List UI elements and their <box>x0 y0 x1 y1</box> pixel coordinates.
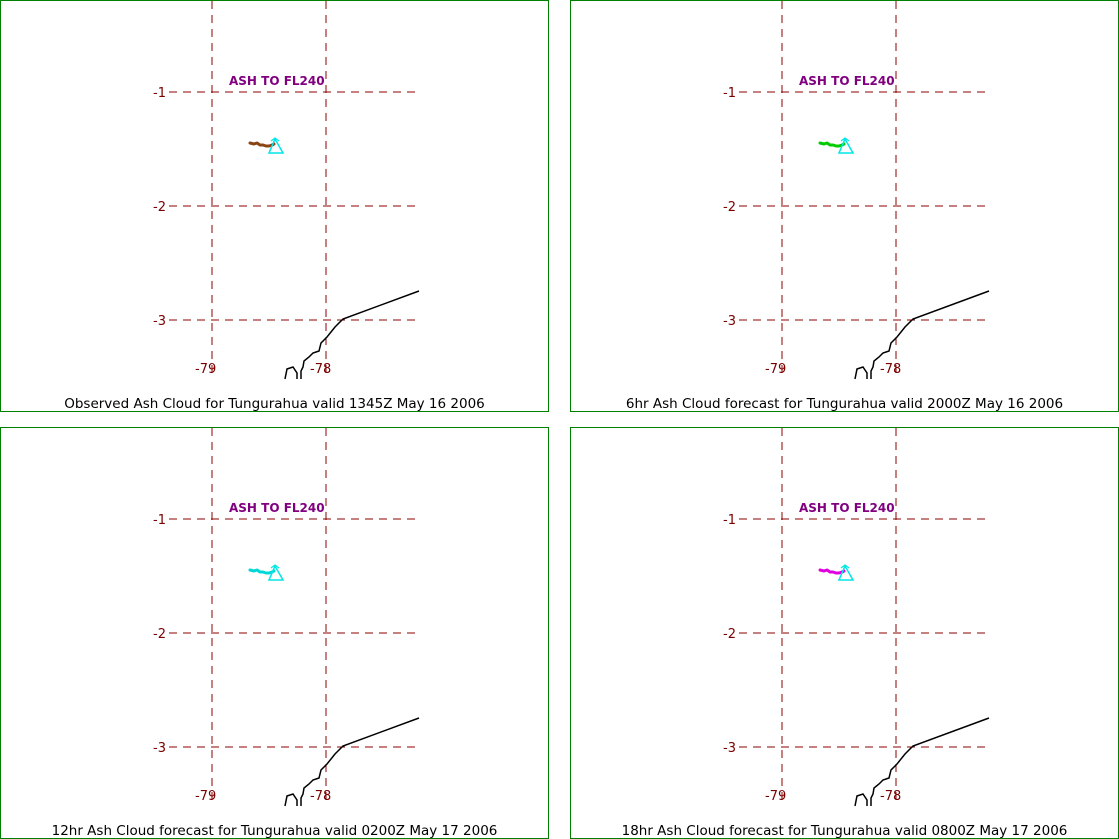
longitude-label: -78 <box>310 789 331 804</box>
latitude-label: -1 <box>723 513 736 528</box>
coastline <box>854 366 868 380</box>
volcano-marker-icon <box>837 564 855 581</box>
coastline <box>284 793 298 807</box>
volcano-marker-icon <box>270 564 280 569</box>
panel-caption: 12hr Ash Cloud forecast for Tungurahua v… <box>51 823 498 839</box>
latitude-label: -3 <box>153 741 166 756</box>
map-canvas: -1 -2 -3 -79 -78 ASH TO FL240 <box>153 1 420 380</box>
latitude-label: -1 <box>723 86 736 101</box>
volcano-marker-icon <box>270 137 280 142</box>
latitude-label: -2 <box>723 200 736 215</box>
ash-plume <box>248 141 276 148</box>
latitude-label: -1 <box>153 86 166 101</box>
longitude-label: -79 <box>765 362 786 377</box>
ash-plume <box>818 141 846 148</box>
map-canvas: -1 -2 -3 -79 -78 ASH TO FL240 <box>723 428 990 807</box>
map-panel: -1 -2 -3 -79 -78 ASH TO FL240 12hr Ash Cloud f… <box>0 427 549 839</box>
coastline <box>870 717 990 806</box>
longitude-label: -79 <box>195 789 216 804</box>
coastline <box>284 366 298 380</box>
latitude-label: -3 <box>153 314 166 329</box>
longitude-label: -79 <box>765 789 786 804</box>
latitude-label: -2 <box>153 627 166 642</box>
longitude-label: -78 <box>310 362 331 377</box>
volcano-marker-icon <box>267 137 285 154</box>
ash-plume <box>818 568 846 575</box>
ash-plume <box>248 568 276 575</box>
latitude-label: -3 <box>723 741 736 756</box>
map-panel: -1 -2 -3 -79 -78 ASH TO FL240 6hr Ash Cloud fo… <box>570 0 1119 412</box>
latitude-label: -3 <box>723 314 736 329</box>
panel-caption: Observed Ash Cloud for Tungurahua valid … <box>64 396 485 412</box>
map-panel: -1 -2 -3 -79 -78 ASH TO FL240 18hr Ash Cloud f… <box>570 427 1119 839</box>
coastline <box>300 717 420 806</box>
ash-altitude-label: ASH TO FL240 <box>799 501 895 515</box>
map-panel: -1 -2 -3 -79 -78 ASH TO FL240 Observed Ash Clo… <box>0 0 549 412</box>
panel-caption: 18hr Ash Cloud forecast for Tungurahua v… <box>621 823 1068 839</box>
volcano-marker-icon <box>840 564 850 569</box>
latitude-label: -1 <box>153 513 166 528</box>
longitude-label: -79 <box>195 362 216 377</box>
ash-altitude-label: ASH TO FL240 <box>229 74 325 88</box>
map-canvas: -1 -2 -3 -79 -78 ASH TO FL240 <box>153 428 420 807</box>
coastline <box>870 290 990 379</box>
latitude-label: -2 <box>723 627 736 642</box>
map-canvas: -1 -2 -3 -79 -78 ASH TO FL240 <box>723 1 990 380</box>
volcano-marker-icon <box>267 564 285 581</box>
longitude-label: -78 <box>880 362 901 377</box>
latitude-label: -2 <box>153 200 166 215</box>
coastline <box>854 793 868 807</box>
panel-caption: 6hr Ash Cloud forecast for Tungurahua va… <box>625 396 1064 412</box>
ash-altitude-label: ASH TO FL240 <box>799 74 895 88</box>
longitude-label: -78 <box>880 789 901 804</box>
coastline <box>300 290 420 379</box>
ash-altitude-label: ASH TO FL240 <box>229 501 325 515</box>
volcano-marker-icon <box>840 137 850 142</box>
volcano-marker-icon <box>837 137 855 154</box>
